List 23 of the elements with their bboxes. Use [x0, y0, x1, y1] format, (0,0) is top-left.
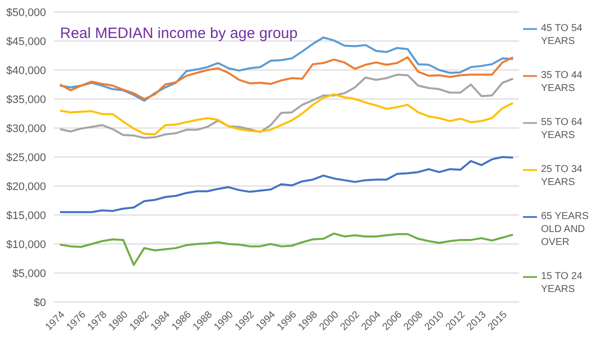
y-tick-label: $25,000 [6, 152, 46, 164]
y-tick-label: $35,000 [6, 94, 46, 106]
y-tick-label: $50,000 [6, 6, 46, 19]
legend-label: 55 TO 64 YEARS [541, 116, 584, 142]
y-tick-label: $30,000 [6, 122, 46, 135]
text: Real MEDIAN income by age group [60, 25, 298, 42]
legend-label: 15 TO 24 YEARS [541, 270, 584, 296]
legend-label: 25 TO 34 YEARS [541, 162, 584, 188]
line-series [59, 232, 514, 266]
line-series [59, 93, 514, 136]
legend-label: 45 TO 54 YEARS [541, 22, 584, 48]
line-series [59, 56, 514, 100]
y-tick-label: $0 [34, 296, 46, 309]
y-tick-label: $10,000 [6, 238, 46, 251]
legend-label: 35 TO 44 YEARS [541, 68, 584, 94]
line-series [59, 74, 514, 139]
y-tick-label: $20,000 [6, 180, 46, 193]
legend-label: 65 YEARS OLD AND OVER [541, 210, 590, 248]
y-tick-label: $45,000 [6, 36, 46, 48]
y-tick-label: $5,000 [12, 268, 46, 280]
line-series [59, 156, 514, 214]
y-tick-label: $15,000 [6, 210, 46, 222]
y-tick-label: $40,000 [6, 64, 46, 77]
